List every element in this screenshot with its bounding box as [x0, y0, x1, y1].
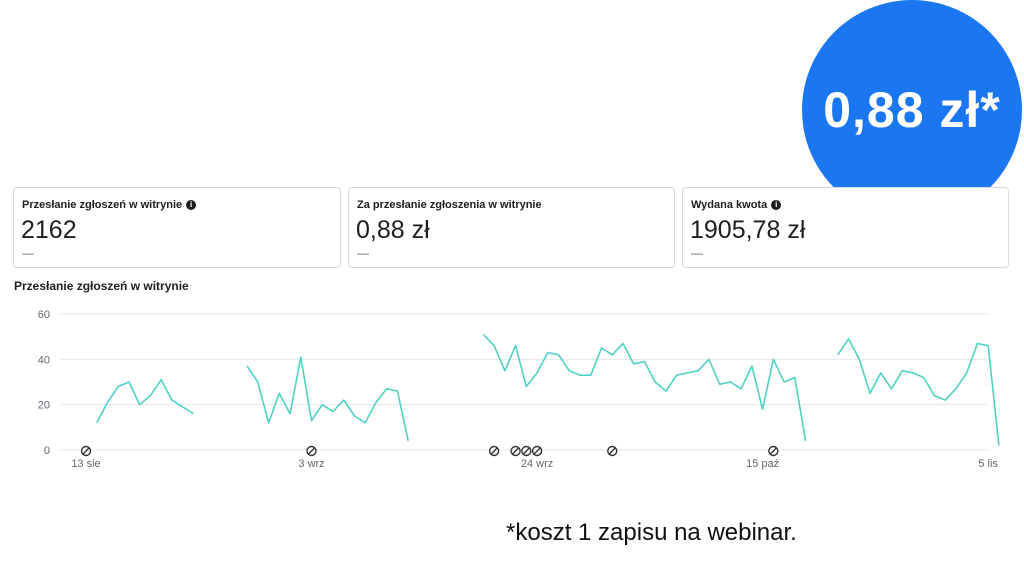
y-tick-label: 40 — [38, 354, 50, 366]
x-tick-label: 13 sie — [71, 458, 100, 470]
metric-value: 0,88 zł — [356, 216, 430, 244]
edit-marker-icon[interactable] — [607, 445, 618, 457]
metric-delta: — — [691, 246, 703, 260]
footnote: *koszt 1 zapisu na webinar. — [506, 519, 797, 546]
x-tick-label: 5 lis — [978, 458, 998, 470]
edit-marker-icon[interactable] — [306, 445, 317, 457]
metric-delta: — — [357, 246, 369, 260]
y-tick-label: 60 — [38, 309, 50, 321]
metric-card-amount-spent[interactable]: Wydana kwota i 1905,78 zł — — [682, 187, 1009, 268]
x-tick-label: 3 wrz — [298, 458, 324, 470]
metric-card-submissions[interactable]: Przesłanie zgłoszeń w witrynie i 2162 — — [13, 187, 341, 268]
edit-marker-icon[interactable] — [768, 445, 779, 457]
series-line — [837, 338, 1000, 446]
edit-marker-icon[interactable] — [510, 445, 521, 457]
metric-value: 2162 — [21, 216, 77, 244]
metric-label: Przesłanie zgłoszeń w witrynie — [22, 199, 183, 211]
metric-value: 1905,78 zł — [690, 216, 806, 244]
edit-marker-icon[interactable] — [521, 445, 532, 457]
chart-title: Przesłanie zgłoszeń w witrynie — [14, 279, 189, 293]
metric-label: Wydana kwota — [691, 199, 768, 211]
y-tick-label: 0 — [44, 445, 50, 457]
series-line — [482, 333, 807, 442]
series-line — [95, 378, 194, 424]
info-icon[interactable]: i — [771, 200, 782, 210]
y-tick-label: 20 — [38, 400, 50, 412]
x-tick-label: 24 wrz — [521, 458, 553, 470]
cost-badge-text: 0,88 zł* — [823, 82, 1001, 138]
metric-label: Za przesłanie zgłoszenia w witrynie — [357, 199, 542, 211]
x-tick-label: 15 paź — [746, 458, 779, 470]
metric-delta: — — [22, 246, 34, 260]
edit-marker-icon[interactable] — [488, 445, 500, 457]
edit-marker-icon[interactable] — [531, 445, 543, 457]
cost-badge: 0,88 zł* — [802, 0, 1022, 220]
metric-card-cost-per-submission[interactable]: Za przesłanie zgłoszenia w witrynie 0,88… — [348, 187, 675, 268]
series-line — [246, 356, 409, 442]
info-icon[interactable]: i — [186, 200, 197, 210]
edit-marker-icon[interactable] — [80, 445, 92, 457]
